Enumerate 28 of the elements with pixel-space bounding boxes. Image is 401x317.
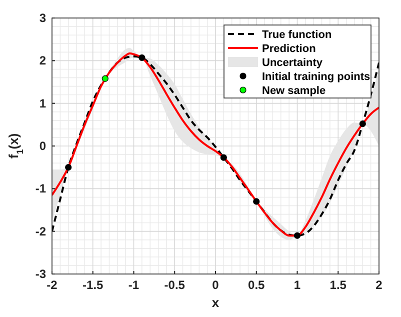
point <box>220 154 227 161</box>
x-tick-label: 0.5 <box>248 278 266 292</box>
legend-label: Uncertainty <box>262 57 324 69</box>
y-tick-label: 3 <box>39 11 46 25</box>
x-tick-label: 0 <box>212 278 220 292</box>
x-tick-label: 1 <box>294 278 301 292</box>
x-tick-label: -1.5 <box>82 278 104 292</box>
y-tick-label: 1 <box>39 96 46 110</box>
x-tick-label: -0.5 <box>164 278 186 292</box>
point <box>138 54 146 61</box>
y-tick-label: 0 <box>39 139 46 153</box>
point <box>359 120 366 128</box>
x-tick-label: 1.5 <box>330 278 347 292</box>
y-tick-label: -3 <box>35 267 46 281</box>
legend-label: Initial training points <box>262 71 370 83</box>
point <box>253 198 260 205</box>
legend-label: Prediction <box>262 43 316 55</box>
y-tick-label: -1 <box>35 182 46 196</box>
legend-label: True function <box>262 29 332 41</box>
point <box>65 164 72 171</box>
y-tick-label: 2 <box>39 54 46 68</box>
point <box>294 232 301 239</box>
x-axis-title: x <box>212 295 220 310</box>
x-tick-label: 2 <box>376 278 383 292</box>
x-tick-label: -1 <box>128 278 140 292</box>
legend-label: New sample <box>262 85 326 97</box>
point <box>102 75 108 82</box>
y-tick-label: -2 <box>35 224 46 238</box>
